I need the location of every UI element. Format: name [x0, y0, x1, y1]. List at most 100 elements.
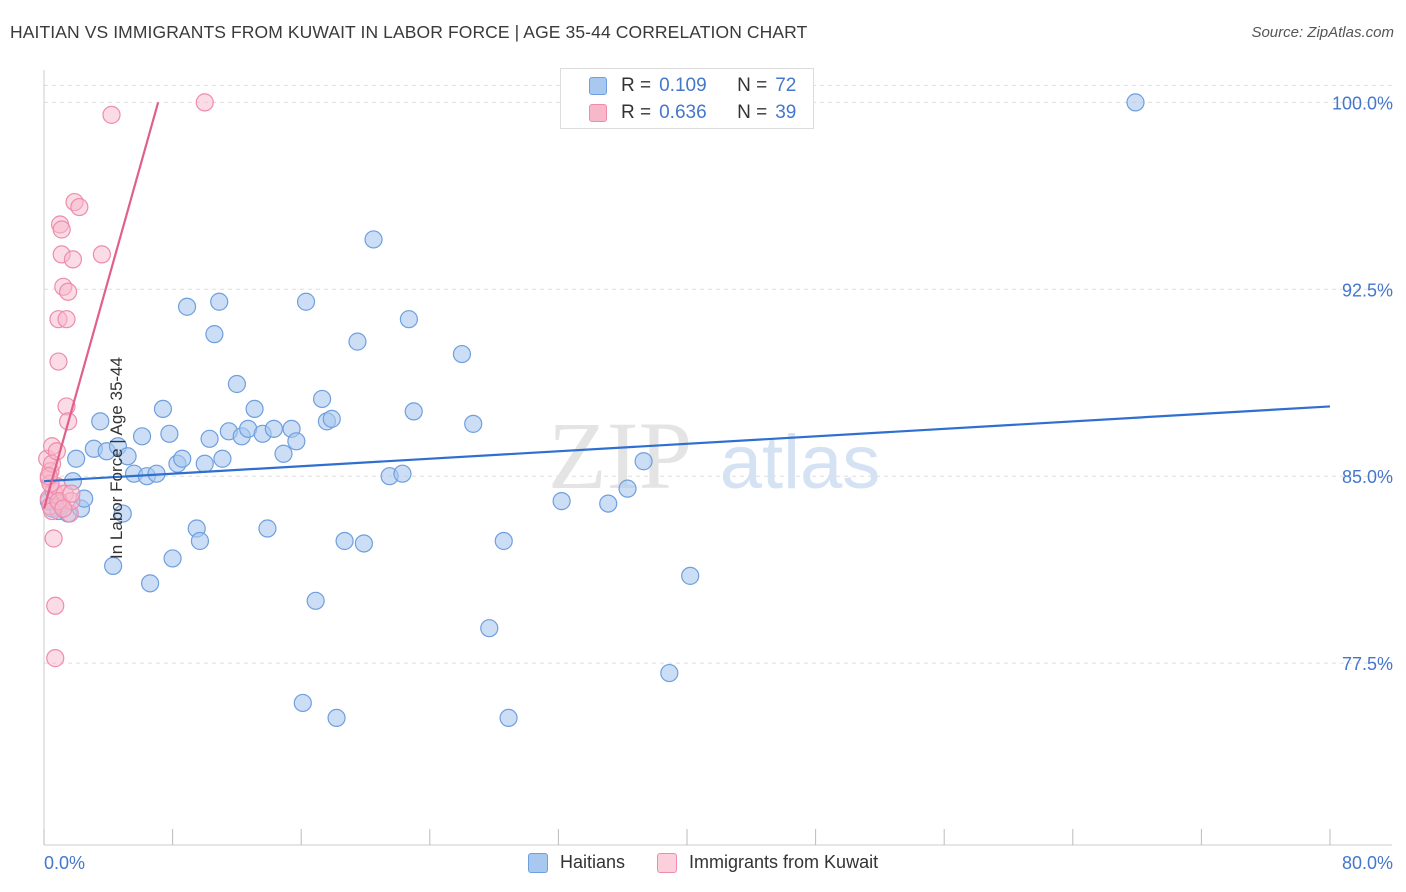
data-point-kuwait [102, 105, 121, 124]
data-point-kuwait [49, 352, 68, 371]
y-tick-label: 92.5% [1342, 280, 1393, 300]
data-point-haitians [348, 332, 367, 351]
data-point-haitians [399, 310, 419, 329]
data-point-haitians [91, 412, 110, 431]
data-point-haitians [354, 534, 373, 553]
data-point-haitians [163, 549, 182, 568]
legend-label-kuwait: Immigrants from Kuwait [689, 852, 879, 872]
data-point-haitians [177, 297, 197, 316]
y-axis-label: In Labor Force | Age 35-44 [106, 357, 126, 559]
data-point-kuwait [54, 499, 73, 518]
n-label: N = [737, 75, 768, 96]
trend-lines [42, 102, 1331, 509]
data-point-haitians [113, 504, 132, 523]
stats-legend-row-kuwait: R = 0.636 N = 39 [589, 102, 796, 124]
data-point-haitians [296, 292, 316, 311]
data-point-haitians [227, 374, 246, 394]
data-point-haitians [327, 708, 346, 728]
data-point-haitians [322, 409, 341, 428]
data-point-kuwait [52, 220, 71, 239]
data-point-haitians [364, 230, 383, 249]
y-tick-label: 77.5% [1342, 654, 1393, 674]
haitians-swatch [528, 852, 548, 873]
r-value: 0.109 [659, 75, 707, 96]
data-point-haitians [312, 389, 332, 409]
data-point-haitians [213, 449, 232, 468]
x-tick-label: 0.0% [44, 853, 85, 873]
source-credit: Source: ZipAtlas.com [1251, 24, 1394, 41]
x-tick-label: 80.0% [1342, 853, 1393, 873]
stats-legend-row-haitians: R = 0.109 N = 72 [589, 75, 796, 97]
data-point-haitians [104, 556, 123, 576]
data-point-kuwait [57, 310, 76, 329]
data-point-haitians [599, 494, 618, 513]
data-point-kuwait [70, 197, 89, 217]
data-point-haitians [552, 492, 571, 511]
tick-labels: 77.5% 85.0% 92.5% 100.0% 0.0% 80.0% [44, 93, 1393, 873]
y-tick-label: 100.0% [1332, 93, 1393, 113]
data-point-haitians [494, 531, 513, 551]
data-point-haitians [634, 452, 653, 471]
data-point-haitians [452, 344, 472, 364]
haitians-swatch [589, 77, 607, 95]
r-label: R = [621, 102, 652, 123]
data-point-kuwait [63, 250, 83, 269]
y-tick-label: 85.0% [1342, 467, 1393, 487]
data-point-haitians [681, 566, 700, 585]
data-point-haitians [132, 427, 152, 446]
data-point-haitians [1126, 93, 1145, 112]
data-point-kuwait [46, 596, 65, 615]
data-point-kuwait [92, 245, 111, 264]
series-kuwait-points [38, 93, 214, 668]
data-point-haitians [480, 619, 499, 638]
data-point-haitians [274, 444, 293, 463]
r-label: R = [621, 75, 652, 96]
n-value: 72 [775, 75, 797, 96]
data-point-kuwait [59, 282, 78, 301]
data-point-haitians [293, 693, 312, 713]
data-point-haitians [287, 432, 306, 451]
data-point-haitians [660, 663, 679, 683]
grid-lines [44, 84, 1392, 664]
data-point-haitians [404, 402, 423, 421]
data-point-haitians [306, 591, 325, 610]
data-point-haitians [160, 424, 179, 443]
series-haitians-points [39, 93, 1145, 728]
data-point-haitians [258, 519, 277, 538]
data-point-haitians [195, 454, 214, 473]
data-point-haitians [393, 464, 412, 483]
data-point-kuwait [46, 649, 65, 668]
data-point-haitians [67, 449, 86, 468]
chart-title: HAITIAN VS IMMIGRANTS FROM KUWAIT IN LAB… [10, 22, 808, 42]
data-point-kuwait [44, 529, 63, 548]
data-point-haitians [200, 429, 219, 448]
data-point-haitians [140, 574, 160, 593]
data-point-haitians [245, 399, 264, 419]
kuwait-swatch [657, 852, 678, 873]
legend-item-haitians[interactable]: Haitians [528, 852, 625, 873]
data-point-haitians [190, 531, 210, 551]
n-value: 39 [775, 102, 797, 123]
data-point-haitians [499, 708, 518, 728]
n-label: N = [737, 102, 768, 123]
data-point-haitians [210, 292, 229, 311]
data-point-kuwait [62, 484, 81, 503]
data-point-haitians [335, 531, 354, 551]
data-point-haitians [173, 449, 192, 468]
series-legend: Haitians Immigrants from Kuwait [528, 852, 910, 873]
legend-label-haitians: Haitians [560, 852, 626, 872]
axes [43, 70, 1392, 846]
data-point-kuwait [195, 93, 214, 112]
watermark: ZIP atlas [548, 402, 880, 509]
trend-line-haitians [43, 405, 1331, 483]
data-point-haitians [464, 414, 483, 433]
data-point-haitians [618, 479, 637, 498]
legend-item-kuwait[interactable]: Immigrants from Kuwait [657, 852, 878, 873]
data-point-haitians [118, 447, 137, 466]
data-point-haitians [153, 399, 173, 419]
trend-line-kuwait [42, 102, 160, 509]
kuwait-swatch [589, 104, 607, 122]
data-point-haitians [205, 325, 224, 344]
r-value: 0.636 [659, 102, 707, 123]
